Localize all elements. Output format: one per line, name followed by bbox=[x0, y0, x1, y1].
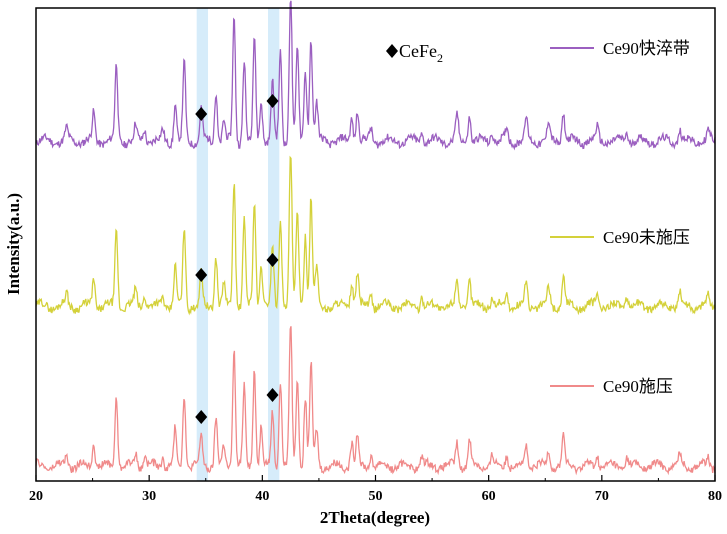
x-tick-label: 60 bbox=[482, 489, 496, 504]
x-tick-label: 40 bbox=[255, 489, 269, 504]
x-tick-label: 80 bbox=[708, 489, 722, 504]
x-tick-label: 50 bbox=[369, 489, 383, 504]
x-axis-ticks: 20 30 40 50 60 70 80 bbox=[29, 475, 722, 504]
phase-legend: CeFe2 bbox=[386, 41, 443, 65]
x-axis-title: 2Theta(degree) bbox=[320, 508, 430, 527]
series-line bbox=[35, 155, 716, 316]
highlight-bands bbox=[196, 8, 280, 481]
diamond-icon bbox=[195, 107, 208, 121]
diamond-icon bbox=[386, 44, 398, 58]
highlight-band bbox=[196, 8, 209, 481]
legend-label: Ce90快淬带 bbox=[603, 39, 690, 58]
series-line bbox=[35, 0, 716, 151]
phase-markers bbox=[195, 94, 279, 424]
legend: Ce90快淬带 Ce90未施压 Ce90施压 bbox=[550, 39, 690, 396]
x-tick-label: 20 bbox=[29, 489, 43, 504]
legend-label: Ce90施压 bbox=[603, 377, 673, 396]
x-tick-label: 30 bbox=[142, 489, 156, 504]
diamond-icon bbox=[266, 94, 279, 108]
series-traces bbox=[35, 0, 716, 476]
diamond-icon bbox=[266, 388, 279, 402]
phase-label: CeFe2 bbox=[399, 41, 443, 65]
diamond-icon bbox=[266, 253, 279, 267]
diamond-icon bbox=[195, 410, 208, 424]
y-axis-title: Intensity(a.u.) bbox=[4, 193, 23, 295]
legend-label: Ce90未施压 bbox=[603, 228, 690, 247]
highlight-band bbox=[267, 8, 280, 481]
x-tick-label: 70 bbox=[595, 489, 609, 504]
series-line bbox=[35, 326, 716, 476]
diamond-icon bbox=[195, 268, 208, 282]
